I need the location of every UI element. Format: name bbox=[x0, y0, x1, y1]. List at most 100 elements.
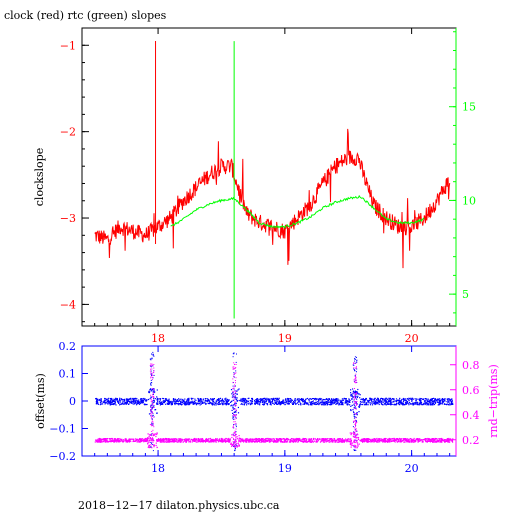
burst-point-rndtrip bbox=[152, 395, 154, 397]
point-offset bbox=[257, 402, 259, 404]
point-rndtrip bbox=[373, 440, 375, 442]
point-offset bbox=[300, 404, 302, 406]
point-offset bbox=[254, 399, 256, 402]
point-offset bbox=[232, 392, 234, 394]
point-rndtrip bbox=[246, 439, 248, 441]
point-offset bbox=[402, 397, 405, 400]
point-offset bbox=[127, 399, 129, 401]
point-offset bbox=[321, 404, 323, 406]
point-offset bbox=[149, 398, 151, 400]
point-rndtrip bbox=[233, 442, 235, 444]
point-offset bbox=[138, 401, 140, 403]
point-rndtrip bbox=[157, 439, 160, 441]
point-offset bbox=[349, 399, 351, 402]
point-rndtrip bbox=[374, 440, 376, 442]
point-offset bbox=[406, 401, 409, 403]
point-offset bbox=[211, 403, 213, 405]
point-rndtrip bbox=[143, 440, 145, 442]
point-offset bbox=[285, 402, 287, 404]
point-offset bbox=[359, 400, 362, 403]
point-rndtrip bbox=[111, 440, 113, 442]
point-rndtrip bbox=[353, 441, 355, 443]
point-rndtrip bbox=[371, 440, 373, 442]
burst-point-rndtrip bbox=[355, 362, 357, 364]
point-offset bbox=[113, 399, 116, 401]
point-rndtrip bbox=[285, 441, 287, 443]
point-offset bbox=[340, 399, 342, 401]
burst-point-rndtrip bbox=[151, 368, 153, 370]
point-offset bbox=[355, 395, 357, 397]
point-offset bbox=[327, 400, 329, 402]
point-rndtrip bbox=[315, 439, 317, 441]
point-rndtrip bbox=[166, 440, 168, 442]
point-offset bbox=[122, 399, 124, 401]
top-y2-tick-label: 10 bbox=[462, 194, 476, 207]
point-offset bbox=[251, 402, 253, 405]
point-offset bbox=[174, 400, 176, 402]
point-rndtrip bbox=[418, 438, 420, 440]
burst-point-rndtrip bbox=[151, 421, 153, 423]
top-y2-tick-label: 15 bbox=[462, 101, 476, 114]
point-rndtrip bbox=[103, 439, 105, 442]
point-offset bbox=[262, 401, 264, 404]
point-rndtrip bbox=[113, 439, 115, 442]
point-rndtrip bbox=[320, 438, 322, 440]
point-offset bbox=[223, 401, 225, 403]
burst-point-rndtrip bbox=[355, 426, 356, 428]
point-rndtrip bbox=[187, 439, 189, 441]
point-rndtrip bbox=[354, 446, 356, 448]
point-rndtrip bbox=[248, 439, 250, 441]
point-rndtrip bbox=[363, 438, 365, 440]
point-rndtrip bbox=[419, 439, 421, 441]
point-offset bbox=[350, 394, 352, 396]
point-offset bbox=[381, 398, 383, 400]
point-offset bbox=[120, 403, 122, 405]
point-offset bbox=[385, 402, 387, 404]
burst-point-offset bbox=[232, 356, 234, 358]
burst-point-rndtrip bbox=[233, 435, 235, 437]
burst-point-offset bbox=[235, 445, 237, 447]
point-offset bbox=[419, 399, 421, 401]
point-rndtrip bbox=[353, 440, 355, 442]
point-offset bbox=[263, 403, 265, 405]
point-rndtrip bbox=[98, 438, 100, 440]
point-rndtrip bbox=[153, 444, 155, 446]
burst-point-rndtrip bbox=[152, 424, 154, 426]
burst-point-offset bbox=[354, 416, 356, 418]
burst-point-offset bbox=[353, 416, 355, 417]
point-rndtrip bbox=[172, 441, 174, 443]
point-rndtrip bbox=[152, 432, 154, 435]
point-offset bbox=[337, 398, 339, 400]
point-rndtrip bbox=[189, 440, 191, 442]
point-rndtrip bbox=[378, 438, 380, 440]
point-rndtrip bbox=[399, 438, 401, 440]
point-rndtrip bbox=[239, 440, 241, 442]
burst-point-rndtrip bbox=[354, 375, 356, 377]
burst-point-offset bbox=[152, 415, 154, 416]
point-offset bbox=[184, 402, 186, 404]
point-offset bbox=[335, 399, 337, 401]
point-rndtrip bbox=[352, 444, 354, 447]
point-offset bbox=[199, 401, 201, 403]
point-offset bbox=[140, 402, 142, 404]
point-offset bbox=[165, 398, 168, 400]
point-rndtrip bbox=[245, 438, 247, 440]
point-offset bbox=[136, 399, 138, 402]
point-offset bbox=[397, 400, 400, 402]
point-offset bbox=[352, 409, 354, 411]
point-rndtrip bbox=[100, 441, 103, 443]
series-offset bbox=[95, 351, 454, 452]
burst-point-offset bbox=[232, 385, 234, 387]
point-offset bbox=[247, 400, 249, 402]
point-rndtrip bbox=[365, 440, 367, 442]
point-rndtrip bbox=[158, 440, 160, 442]
point-rndtrip bbox=[446, 439, 448, 441]
point-rndtrip bbox=[364, 440, 366, 442]
point-offset bbox=[161, 401, 163, 403]
point-offset bbox=[310, 398, 312, 400]
point-rndtrip bbox=[207, 438, 209, 440]
point-offset bbox=[351, 393, 353, 395]
point-rndtrip bbox=[172, 440, 174, 442]
point-offset bbox=[358, 393, 360, 395]
burst-point-offset bbox=[151, 358, 153, 360]
